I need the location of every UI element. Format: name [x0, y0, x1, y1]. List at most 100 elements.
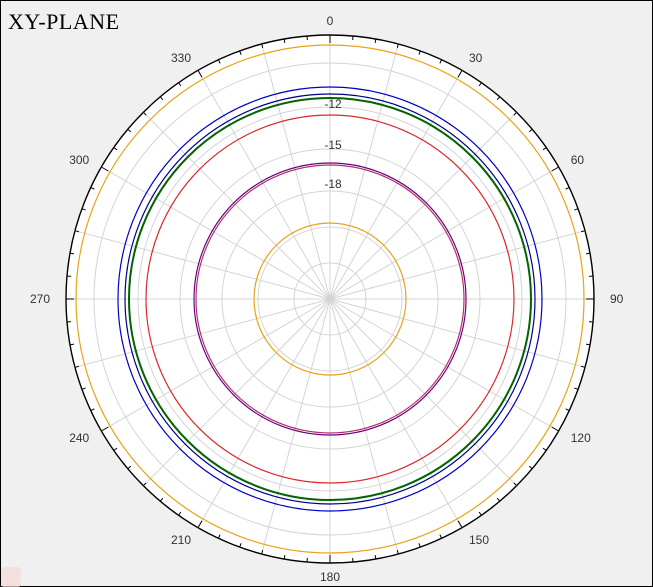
outer-tick [142, 111, 147, 116]
outer-tick [418, 50, 421, 55]
grid-spoke [329, 43, 399, 300]
label-layer: 0 30 60 90 120 150 180 210 240 270 300 330 -12 -15 -18 [30, 14, 624, 584]
outer-tick [496, 497, 501, 502]
angle-label-240: 240 [69, 431, 89, 445]
angle-label-180: 180 [320, 570, 340, 584]
ring-label--15: -15 [324, 138, 342, 152]
ring-label--18: -18 [324, 177, 342, 191]
outer-tick [581, 230, 586, 233]
outer-tick [127, 128, 132, 133]
outer-tick [81, 208, 86, 211]
outer-tick [581, 365, 586, 368]
outer-tick [217, 59, 221, 64]
outer-tick [197, 520, 203, 528]
grid-spoke [329, 298, 463, 528]
outer-tick [457, 520, 463, 528]
outer-tick [585, 343, 591, 346]
outer-tick [261, 43, 264, 48]
grid-spoke [261, 43, 331, 300]
outer-tick [69, 252, 75, 255]
outer-tick [396, 43, 399, 48]
grid-spoke [197, 70, 331, 300]
series-line-4 [145, 114, 515, 484]
angle-label-300: 300 [69, 153, 89, 167]
outer-tick [74, 230, 79, 233]
series-line-7 [253, 222, 407, 376]
outer-tick [551, 166, 559, 172]
outer-tick [551, 426, 559, 432]
outer-tick [513, 111, 518, 116]
outer-tick [178, 82, 182, 87]
grid-spoke [329, 298, 399, 555]
outer-tick [101, 426, 109, 432]
outer-tick [374, 554, 377, 560]
chart-title: XY-PLANE [8, 9, 120, 34]
grid-spoke [74, 230, 331, 300]
grid-spoke [329, 298, 559, 432]
grid-spoke [101, 298, 331, 432]
series-line-3 [128, 97, 532, 501]
grid-spoke [329, 166, 559, 300]
outer-tick [528, 128, 533, 133]
grid-spoke [329, 111, 518, 300]
outer-tick [178, 511, 182, 516]
ring-label--12: -12 [324, 97, 342, 111]
series-line-5 [193, 162, 467, 436]
grid-spoke [261, 298, 331, 555]
angle-label-210: 210 [171, 533, 191, 547]
grid-spoke [101, 166, 331, 300]
outer-tick [142, 482, 147, 487]
outer-tick [418, 543, 421, 548]
series-line-0 [75, 44, 585, 554]
outer-tick [90, 408, 95, 412]
grid-layer [65, 34, 595, 564]
series-line-2 [124, 93, 536, 505]
grid-spoke [74, 298, 331, 368]
series-line-6 [195, 164, 465, 434]
angle-label-120: 120 [571, 431, 591, 445]
grid-spoke [329, 298, 518, 487]
angle-label-270: 270 [30, 292, 50, 306]
outer-tick [74, 365, 79, 368]
outer-tick [565, 408, 570, 412]
series-line-1 [117, 86, 543, 512]
outer-tick [101, 166, 109, 172]
outer-tick [478, 82, 482, 87]
outer-tick [113, 447, 118, 451]
outer-tick [396, 550, 399, 555]
angle-label-30: 30 [469, 51, 483, 65]
outer-tick [261, 550, 264, 555]
outer-tick [90, 186, 95, 190]
outer-tick [528, 465, 533, 470]
outer-tick [239, 50, 242, 55]
angle-label-60: 60 [571, 153, 585, 167]
outer-tick [542, 147, 547, 151]
outer-tick [81, 387, 86, 390]
grid-spoke [142, 111, 331, 300]
angle-label-150: 150 [469, 533, 489, 547]
angle-label-330: 330 [171, 51, 191, 65]
outer-tick [239, 543, 242, 548]
grid-spoke [329, 230, 586, 300]
outer-tick [565, 186, 570, 190]
series-layer [75, 44, 585, 554]
outer-tick [113, 147, 118, 151]
grid-spoke [197, 298, 331, 528]
outer-tick [283, 554, 286, 560]
outer-tick [478, 511, 482, 516]
angle-label-90: 90 [610, 292, 624, 306]
angle-label-0: 0 [327, 14, 334, 28]
grid-spoke [329, 70, 463, 300]
outer-tick [513, 482, 518, 487]
outer-tick [127, 465, 132, 470]
outer-tick [574, 387, 579, 390]
outer-tick [585, 252, 591, 255]
outer-tick [439, 534, 443, 539]
outer-tick [542, 447, 547, 451]
grid-spoke [142, 298, 331, 487]
outer-tick [69, 343, 75, 346]
outer-tick [283, 38, 286, 44]
outer-tick [496, 96, 501, 101]
